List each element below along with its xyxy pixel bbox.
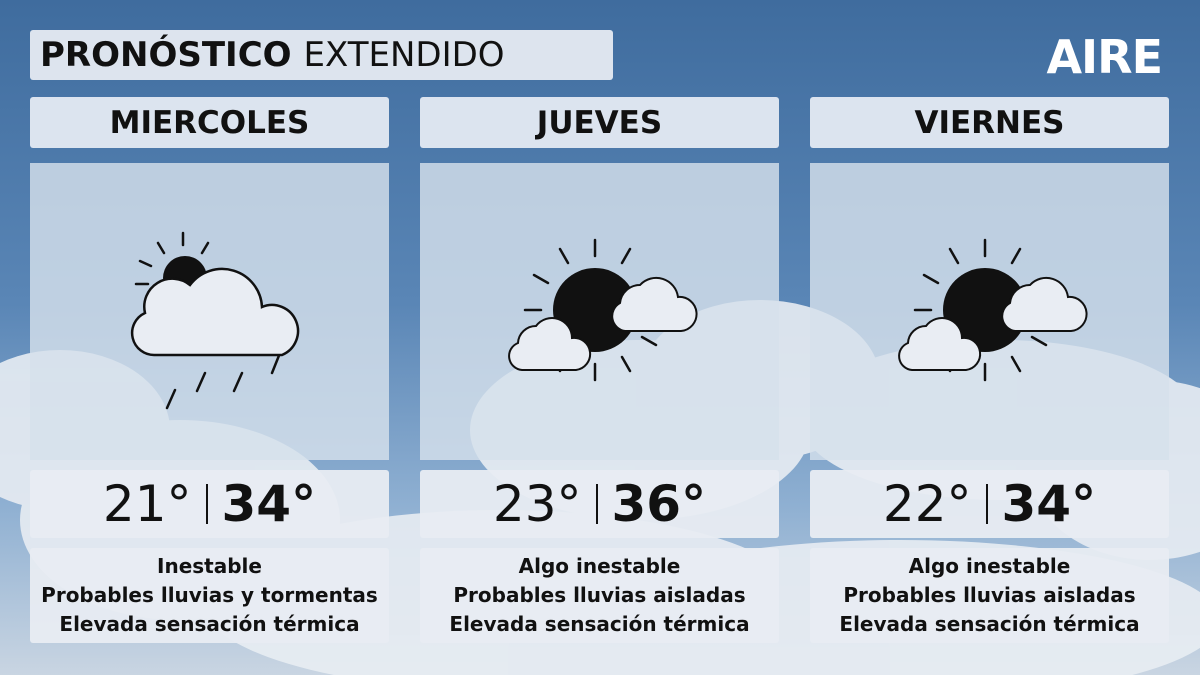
weather-icon bbox=[810, 163, 1169, 460]
description: Algo inestable Probables lluvias aislada… bbox=[810, 548, 1169, 643]
day-name: MIERCOLES bbox=[30, 97, 389, 148]
desc-line: Probables lluvias aisladas bbox=[843, 583, 1136, 607]
description: Algo inestable Probables lluvias aislada… bbox=[420, 548, 779, 643]
temp-max: 36° bbox=[611, 475, 707, 533]
desc-line: Algo inestable bbox=[518, 554, 681, 578]
temp-min: 23° bbox=[492, 475, 582, 533]
title-bar: PRONÓSTICO EXTENDIDO bbox=[30, 30, 613, 80]
day-column: VIERNES 22° 34° Algo inestable Probables… bbox=[810, 97, 1169, 643]
desc-line: Elevada sensación térmica bbox=[839, 612, 1140, 636]
separator bbox=[205, 484, 208, 524]
desc-line: Elevada sensación térmica bbox=[59, 612, 360, 636]
separator bbox=[985, 484, 988, 524]
brand-logo: AIRE bbox=[1046, 30, 1163, 84]
desc-line: Inestable bbox=[157, 554, 262, 578]
temp-min: 22° bbox=[882, 475, 972, 533]
description: Inestable Probables lluvias y tormentas … bbox=[30, 548, 389, 643]
temperatures: 23° 36° bbox=[420, 470, 779, 538]
title-rest: EXTENDIDO bbox=[303, 35, 505, 75]
desc-line: Elevada sensación térmica bbox=[449, 612, 750, 636]
desc-line: Probables lluvias aisladas bbox=[453, 583, 746, 607]
weather-icon bbox=[420, 163, 779, 460]
day-name: JUEVES bbox=[420, 97, 779, 148]
day-column: JUEVES 23° 36° Algo inestable Probables … bbox=[420, 97, 779, 643]
desc-line: Probables lluvias y tormentas bbox=[41, 583, 378, 607]
temperatures: 22° 34° bbox=[810, 470, 1169, 538]
title-bold: PRONÓSTICO bbox=[40, 35, 292, 75]
temperatures: 21° 34° bbox=[30, 470, 389, 538]
weather-icon bbox=[30, 163, 389, 460]
temp-max: 34° bbox=[221, 475, 317, 533]
day-name: VIERNES bbox=[810, 97, 1169, 148]
temp-max: 34° bbox=[1001, 475, 1097, 533]
desc-line: Algo inestable bbox=[908, 554, 1071, 578]
separator bbox=[595, 484, 598, 524]
temp-min: 21° bbox=[102, 475, 192, 533]
day-column: MIERCOLES 21° 34° Inestable Probables ll… bbox=[30, 97, 389, 643]
